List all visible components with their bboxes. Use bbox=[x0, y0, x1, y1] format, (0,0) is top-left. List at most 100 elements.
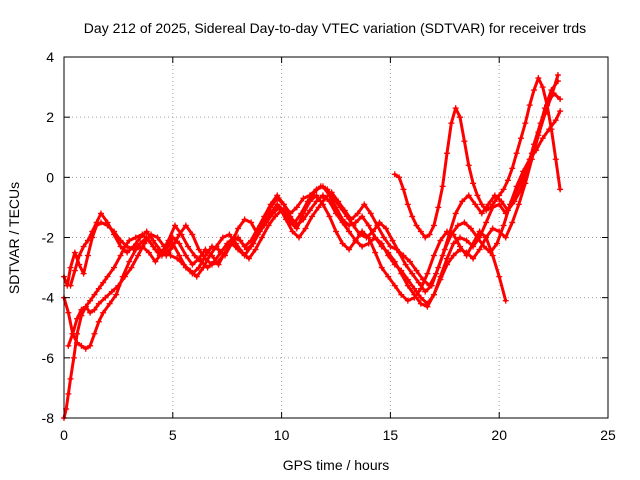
data-point bbox=[267, 204, 274, 211]
data-point bbox=[117, 252, 124, 259]
data-point bbox=[441, 246, 448, 253]
series-line bbox=[62, 193, 508, 420]
data-point bbox=[376, 219, 383, 226]
data-point bbox=[496, 192, 503, 199]
data-point bbox=[163, 252, 170, 259]
data-point bbox=[272, 213, 279, 220]
data-point bbox=[80, 270, 87, 277]
data-point bbox=[198, 258, 205, 265]
data-point bbox=[91, 330, 98, 337]
data-point bbox=[185, 243, 192, 250]
data-point bbox=[465, 192, 472, 199]
data-point bbox=[478, 210, 485, 217]
data-point bbox=[67, 264, 74, 271]
data-point bbox=[552, 156, 559, 163]
data-point bbox=[496, 273, 503, 280]
data-point bbox=[80, 243, 87, 250]
data-point bbox=[409, 213, 416, 220]
data-point bbox=[372, 234, 379, 241]
data-point bbox=[554, 72, 561, 79]
data-point bbox=[248, 243, 255, 250]
data-point bbox=[67, 282, 74, 289]
data-point bbox=[150, 237, 157, 244]
data-point bbox=[457, 234, 464, 241]
data-point bbox=[474, 234, 481, 241]
data-point bbox=[235, 246, 242, 253]
data-point bbox=[113, 291, 120, 298]
data-point bbox=[548, 126, 555, 133]
data-point bbox=[87, 309, 94, 316]
data-point bbox=[385, 252, 392, 259]
data-point bbox=[130, 243, 137, 250]
data-point bbox=[330, 195, 337, 202]
data-point bbox=[450, 240, 457, 247]
data-point bbox=[483, 207, 490, 214]
data-point bbox=[315, 204, 322, 211]
data-point bbox=[372, 249, 379, 256]
series-line bbox=[62, 91, 562, 351]
data-point bbox=[176, 231, 183, 238]
data-point bbox=[261, 216, 268, 223]
data-point bbox=[306, 207, 313, 214]
data-point bbox=[517, 135, 524, 142]
data-point bbox=[409, 270, 416, 277]
data-point bbox=[380, 234, 387, 241]
data-point bbox=[430, 291, 437, 298]
data-point bbox=[152, 258, 159, 265]
data-point bbox=[191, 252, 198, 259]
data-point bbox=[541, 111, 548, 118]
data-point bbox=[496, 201, 503, 208]
data-point bbox=[74, 339, 81, 346]
data-point bbox=[502, 297, 509, 304]
data-point bbox=[311, 189, 318, 196]
y-axis-label: SDTVAR / TECUs bbox=[6, 182, 22, 294]
data-point bbox=[287, 213, 294, 220]
data-point bbox=[539, 135, 546, 142]
x-tick-label: 15 bbox=[383, 427, 399, 443]
y-tick-label: 4 bbox=[46, 49, 54, 65]
data-point bbox=[424, 270, 431, 277]
data-point bbox=[470, 255, 477, 262]
data-point bbox=[413, 267, 420, 274]
data-point bbox=[137, 234, 144, 241]
data-point bbox=[97, 210, 104, 217]
data-point bbox=[422, 234, 429, 241]
data-point bbox=[528, 156, 535, 163]
data-point bbox=[411, 285, 418, 292]
data-point bbox=[557, 186, 564, 193]
data-point bbox=[296, 234, 303, 241]
data-point bbox=[500, 222, 507, 229]
data-point bbox=[539, 84, 546, 91]
data-point bbox=[93, 219, 100, 226]
data-point bbox=[193, 273, 200, 280]
data-point bbox=[457, 114, 464, 121]
data-point bbox=[78, 342, 85, 349]
data-point bbox=[259, 234, 266, 241]
data-point bbox=[502, 234, 509, 241]
data-point bbox=[531, 87, 538, 94]
data-point bbox=[417, 300, 424, 307]
data-point bbox=[180, 261, 187, 268]
data-point bbox=[215, 258, 222, 265]
data-point bbox=[398, 267, 405, 274]
data-point bbox=[121, 273, 128, 280]
data-point bbox=[187, 267, 194, 274]
data-point bbox=[426, 231, 433, 238]
data-point bbox=[450, 252, 457, 259]
data-point bbox=[333, 210, 339, 217]
data-point bbox=[104, 273, 111, 280]
data-point bbox=[365, 240, 372, 247]
data-point bbox=[369, 228, 376, 235]
data-point bbox=[339, 219, 346, 226]
data-point bbox=[513, 150, 520, 157]
data-point bbox=[200, 264, 207, 271]
data-point bbox=[313, 192, 320, 199]
data-point bbox=[87, 297, 94, 304]
data-point bbox=[454, 222, 461, 229]
data-point bbox=[474, 192, 481, 199]
data-point bbox=[274, 201, 281, 208]
data-point bbox=[552, 117, 559, 124]
data-point bbox=[278, 207, 285, 214]
x-axis-label: GPS time / hours bbox=[283, 457, 390, 473]
data-point bbox=[206, 252, 213, 259]
